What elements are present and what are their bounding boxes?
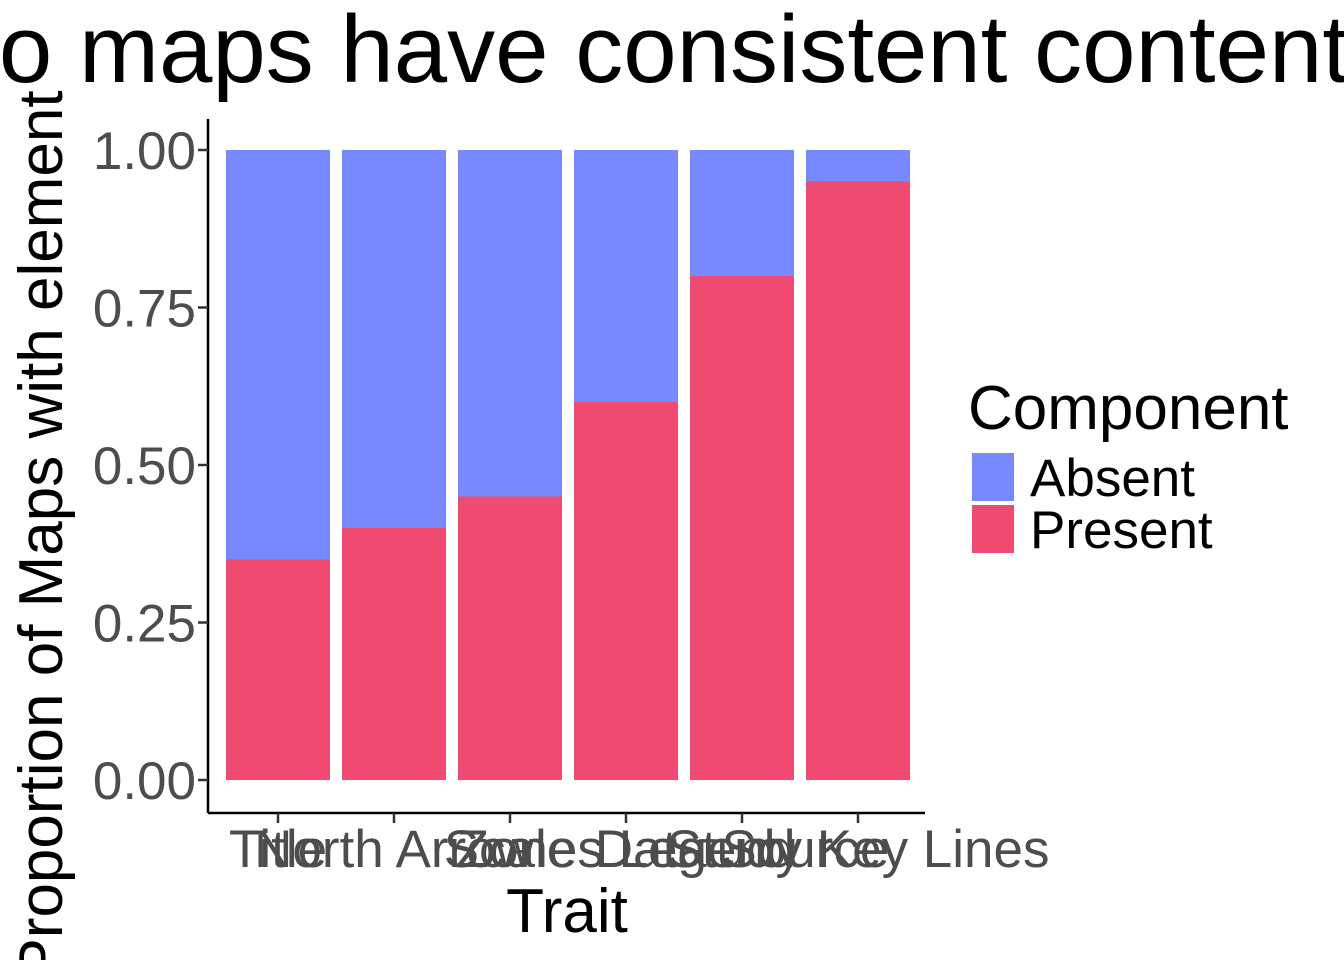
bar-absent-5 (806, 150, 910, 182)
legend-label-absent: Absent (1030, 449, 1195, 508)
bar-present-0 (226, 559, 330, 780)
bar-present-2 (458, 496, 562, 780)
y-axis-ticks: 0.00 0.25 0.50 0.75 1.00 (93, 122, 208, 811)
x-tick-label-0: Title (229, 820, 327, 879)
bar-present-1 (342, 528, 446, 780)
x-tick-label-2: Scale (444, 820, 577, 879)
x-axis-title: Trait (506, 877, 628, 946)
x-tick-label-5: Study Key Lines (666, 820, 1049, 879)
y-tick-label-3: 0.75 (93, 280, 196, 339)
bar-absent-0 (226, 150, 330, 560)
legend-key-absent (972, 453, 1014, 501)
bar-present-3 (574, 402, 678, 780)
y-tick-label-1: 0.25 (93, 595, 196, 654)
y-axis-title: Proportion of Maps with element (7, 90, 76, 960)
bar-present-5 (806, 181, 910, 780)
chart-title: Do maps have consistent content? (0, 0, 1344, 103)
x-tick-label-1: North Arrow (254, 820, 535, 879)
legend-title: Component (968, 374, 1289, 443)
legend-label-present: Present (1030, 501, 1213, 560)
bar-absent-1 (342, 150, 446, 528)
bar-absent-4 (690, 150, 794, 276)
bar-absent-3 (574, 150, 678, 402)
bar-present-4 (690, 276, 794, 780)
x-tick-label-4: Data Source (595, 820, 890, 879)
bars-group (226, 150, 910, 780)
y-tick-label-2: 0.50 (93, 437, 196, 496)
x-tick-label-3: Zones Legend (457, 820, 796, 879)
y-tick-label-4: 1.00 (93, 122, 196, 181)
legend-key-present (972, 505, 1014, 553)
bar-absent-2 (458, 150, 562, 497)
y-tick-label-0: 0.00 (93, 752, 196, 811)
